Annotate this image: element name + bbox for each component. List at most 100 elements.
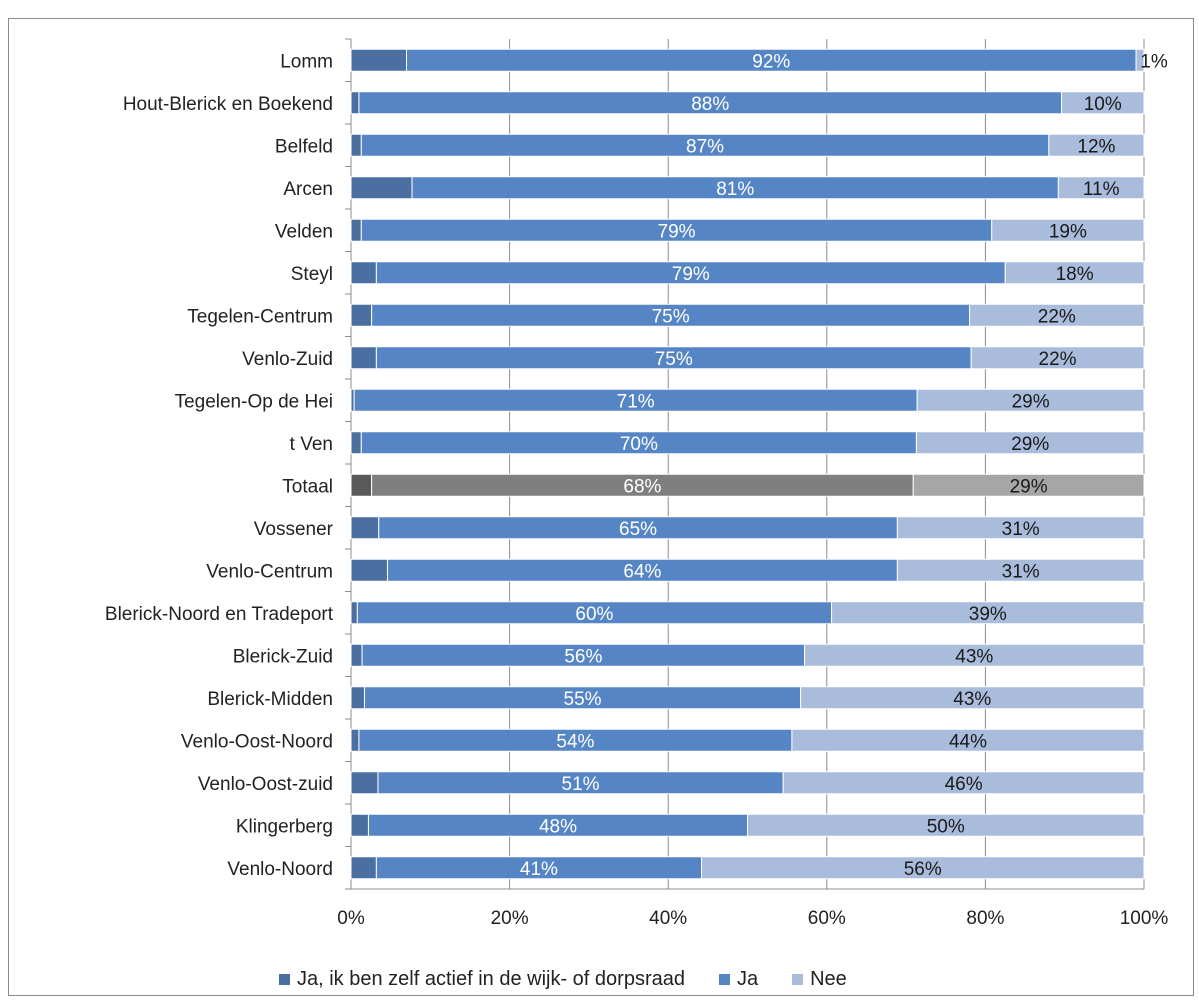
- bar-segment: [896, 558, 1145, 582]
- legend-item: Nee: [792, 968, 847, 991]
- bar-segment: [350, 218, 362, 242]
- bar-segment: [1057, 176, 1145, 200]
- bar-segment: [350, 176, 413, 200]
- data-label: 29%: [1011, 434, 1049, 455]
- stacked-bar-chart: 0% 20% 40% 60% 80% 100% Lomm 92% 1% Hout-Blerick …: [105, 38, 1169, 929]
- bar-segment: [1004, 261, 1145, 285]
- category-label: Blerick-Midden: [207, 689, 333, 710]
- bar-segment: [350, 516, 380, 540]
- category-label: Lomm: [280, 51, 333, 72]
- category-label: t Ven: [290, 434, 333, 455]
- data-label: 60%: [575, 604, 613, 625]
- x-tick-label: 0%: [337, 908, 365, 929]
- bar-segment: [350, 91, 360, 115]
- data-label: 79%: [672, 264, 710, 285]
- bar-segment: [350, 856, 377, 880]
- data-label: 31%: [1002, 561, 1040, 582]
- category-label: Venlo-Noord: [227, 859, 333, 880]
- bar-segment: [1048, 133, 1145, 157]
- bar-segment: [350, 473, 373, 497]
- bar-segment: [912, 473, 1145, 497]
- bar-segment: [350, 346, 377, 370]
- legend-label: Ja, ik ben zelf actief in de wijk- of do…: [297, 967, 685, 990]
- x-tick-label: 60%: [808, 908, 846, 929]
- bar-segment: [350, 771, 379, 795]
- bar-segment: [1061, 91, 1145, 115]
- data-label: 19%: [1049, 221, 1087, 242]
- data-label: 54%: [556, 731, 594, 752]
- data-label: 71%: [617, 391, 655, 412]
- bar-segment: [970, 346, 1145, 370]
- legend-item: Ja, ik ben zelf actief in de wijk- of do…: [279, 968, 685, 991]
- data-label: 10%: [1084, 94, 1122, 115]
- data-label: 88%: [691, 94, 729, 115]
- data-label: 31%: [1002, 519, 1040, 540]
- data-label: 44%: [949, 731, 987, 752]
- bar-segment: [350, 643, 363, 667]
- bar-segment: [915, 431, 1145, 455]
- bar-segment: [831, 601, 1145, 625]
- category-label: Tegelen-Centrum: [187, 306, 333, 327]
- bar-segment: [800, 686, 1145, 710]
- category-label: Vossener: [254, 519, 334, 540]
- data-label: 56%: [564, 646, 602, 667]
- bar-segment: [991, 218, 1145, 242]
- bar-segment: [350, 133, 362, 157]
- category-label: Blerick-Noord en Tradeport: [105, 604, 334, 625]
- bar-segment: [350, 558, 388, 582]
- bar-segment: [916, 388, 1145, 412]
- category-label: Venlo-Zuid: [242, 349, 333, 370]
- category-label: Totaal: [282, 476, 333, 497]
- bar-segment: [350, 813, 369, 837]
- legend-swatch: [792, 973, 804, 985]
- data-label: 68%: [623, 476, 661, 497]
- bar-segment: [969, 303, 1145, 327]
- data-label: 22%: [1039, 349, 1077, 370]
- bar-segment: [1135, 48, 1145, 72]
- bar-segment: [350, 261, 377, 285]
- data-label: 11%: [1083, 179, 1120, 200]
- data-label: 29%: [1010, 476, 1048, 497]
- data-label: 87%: [686, 136, 724, 157]
- data-label: 22%: [1038, 306, 1076, 327]
- data-label: 39%: [969, 604, 1007, 625]
- legend-swatch: [279, 973, 290, 985]
- category-label: Venlo-Oost-zuid: [198, 774, 333, 795]
- data-label: 92%: [752, 51, 790, 72]
- category-label: Arcen: [283, 179, 333, 200]
- legend-item: Ja: [718, 967, 759, 991]
- data-label: 1%: [1140, 51, 1168, 72]
- bar-segment: [350, 48, 408, 72]
- data-label: 75%: [655, 349, 693, 370]
- data-label: 43%: [955, 646, 993, 667]
- data-label: 12%: [1077, 136, 1115, 157]
- bar-segment: [350, 431, 362, 455]
- data-label: 41%: [520, 859, 558, 880]
- data-label: 50%: [927, 816, 965, 837]
- category-label: Velden: [275, 221, 333, 242]
- x-tick-label: 20%: [491, 908, 529, 929]
- legend: Ja, ik ben zelf actief in de wijk- of do…: [279, 964, 881, 994]
- data-label: 43%: [953, 689, 991, 710]
- category-label: Belfeld: [275, 136, 333, 157]
- bar-segment: [791, 728, 1145, 752]
- data-label: 29%: [1012, 391, 1050, 412]
- category-label: Venlo-Oost-Noord: [181, 731, 333, 752]
- data-label: 65%: [619, 519, 657, 540]
- data-label: 18%: [1056, 264, 1094, 285]
- legend-label: Ja: [736, 967, 759, 990]
- x-tick-label: 80%: [966, 908, 1004, 929]
- category-label: Venlo-Centrum: [206, 561, 333, 582]
- bar-segment: [350, 303, 373, 327]
- bar-segment: [701, 856, 1145, 880]
- category-label: Hout-Blerick en Boekend: [123, 94, 333, 115]
- category-label: Tegelen-Op de Hei: [175, 391, 333, 412]
- data-label: 56%: [904, 859, 942, 880]
- data-label: 79%: [658, 221, 696, 242]
- bar-segment: [804, 643, 1145, 667]
- bar-segment: [747, 813, 1145, 837]
- chart-frame: 0% 20% 40% 60% 80% 100% Lomm 92% 1% Hout-Blerick …: [8, 18, 1194, 996]
- data-label: 81%: [716, 179, 754, 200]
- category-label: Steyl: [291, 264, 333, 285]
- x-tick-label: 100%: [1120, 908, 1169, 929]
